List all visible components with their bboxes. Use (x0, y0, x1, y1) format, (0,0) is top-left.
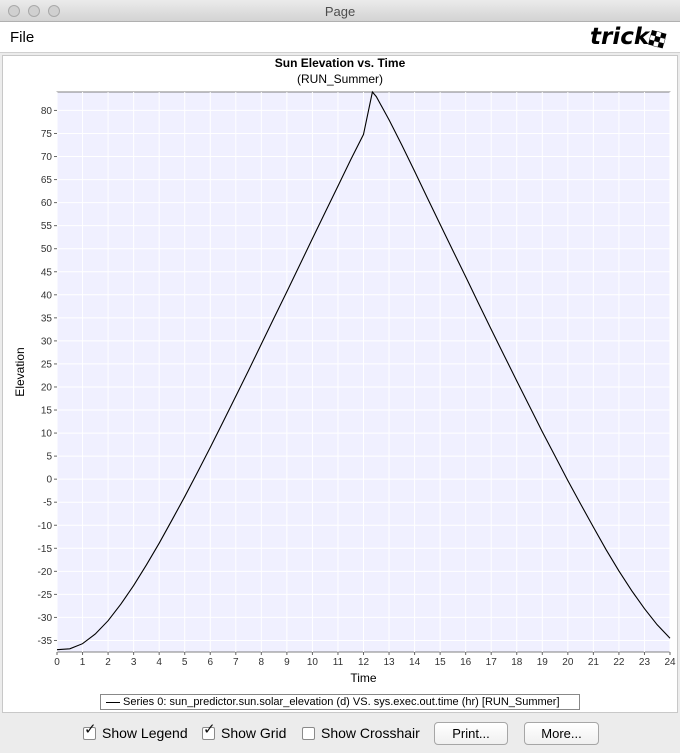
x-tick-label: 17 (486, 657, 498, 668)
y-tick-label: -15 (38, 544, 53, 555)
print-button[interactable]: Print... (434, 722, 508, 745)
y-tick-label: -5 (43, 498, 52, 509)
x-tick-label: 12 (358, 657, 370, 668)
x-tick-label: 24 (664, 657, 676, 668)
y-tick-label: -20 (38, 567, 53, 578)
x-tick-label: 16 (460, 657, 472, 668)
more-button[interactable]: More... (524, 722, 599, 745)
y-tick-label: 50 (41, 244, 53, 255)
y-tick-label: 45 (41, 267, 53, 278)
y-tick-label: 80 (41, 106, 53, 117)
checkered-flag-icon (648, 30, 667, 49)
y-tick-label: -30 (38, 613, 53, 624)
x-tick-label: 20 (562, 657, 574, 668)
x-tick-label: 5 (182, 657, 188, 668)
x-tick-label: 13 (383, 657, 395, 668)
x-tick-label: 7 (233, 657, 239, 668)
y-tick-label: 0 (46, 475, 52, 486)
window-title: Page (324, 4, 356, 19)
minimize-window-button[interactable] (28, 5, 40, 17)
x-tick-label: 21 (588, 657, 600, 668)
x-tick-label: 1 (80, 657, 86, 668)
y-tick-label: 55 (41, 221, 53, 232)
y-tick-label: -35 (38, 636, 53, 647)
y-tick-label: 40 (41, 290, 53, 301)
show-grid-label: Show Grid (221, 725, 287, 741)
close-window-button[interactable] (8, 5, 20, 17)
legend-line-swatch (106, 702, 120, 703)
x-tick-label: 23 (639, 657, 651, 668)
y-tick-label: 15 (41, 406, 53, 417)
x-tick-label: 19 (537, 657, 549, 668)
x-tick-label: 4 (156, 657, 162, 668)
x-tick-label: 14 (409, 657, 421, 668)
x-tick-label: 8 (259, 657, 265, 668)
y-tick-label: 75 (41, 129, 53, 140)
y-tick-label: 10 (41, 429, 53, 440)
x-tick-label: 10 (307, 657, 319, 668)
y-tick-label: -10 (38, 521, 53, 532)
x-tick-label: 15 (435, 657, 447, 668)
series-line-solar-elevation (56, 90, 671, 651)
x-tick-label: 11 (333, 657, 344, 668)
show-crosshair-label: Show Crosshair (321, 725, 420, 741)
y-tick-label: -25 (38, 590, 53, 601)
x-tick-label: 2 (105, 657, 111, 668)
bottom-controls: ✓ Show Legend ✓ Show Grid ✓ Show Crossha… (0, 714, 680, 753)
x-tick-label: 9 (284, 657, 290, 668)
y-axis-label: Elevation (13, 347, 27, 396)
x-tick-label: 6 (207, 657, 213, 668)
x-axis-label: Time (350, 671, 377, 685)
y-tick-label: 30 (41, 336, 53, 347)
checkmark-icon: ✓ (203, 721, 216, 738)
y-tick-label: 5 (46, 452, 52, 463)
x-tick-label: 22 (613, 657, 625, 668)
chart-legend: Series 0: sun_predictor.sun.solar_elevat… (100, 694, 580, 710)
y-tick-label: 35 (41, 313, 53, 324)
y-tick-label: 65 (41, 175, 53, 186)
chart-subtitle: (RUN_Summer) (296, 72, 383, 86)
menu-file[interactable]: File (10, 29, 35, 46)
legend-entry: Series 0: sun_predictor.sun.solar_elevat… (123, 696, 560, 708)
logo-text: trick (590, 24, 651, 50)
x-tick-label: 18 (511, 657, 523, 668)
grid-lines (56, 92, 671, 652)
y-tick-label: 70 (41, 152, 53, 163)
chart-title: Sun Elevation vs. Time (274, 56, 406, 70)
menubar: File (0, 22, 680, 53)
window-titlebar: Page (0, 0, 680, 22)
x-tick-label: 0 (54, 657, 60, 668)
show-legend-label: Show Legend (102, 725, 188, 741)
y-tick-label: 20 (41, 382, 53, 393)
x-tick-label: 3 (131, 657, 137, 668)
checkmark-icon: ✓ (84, 721, 97, 738)
axes: 0 1 2 3 4 5 6 7 8 9 10 11 12 13 14 15 16 17 18 19 20 21 22 23 24… (38, 106, 676, 668)
zoom-window-button[interactable] (48, 5, 60, 17)
y-tick-label: 25 (41, 359, 53, 370)
trick-logo: trick (590, 24, 667, 50)
y-tick-label: 60 (41, 198, 53, 209)
